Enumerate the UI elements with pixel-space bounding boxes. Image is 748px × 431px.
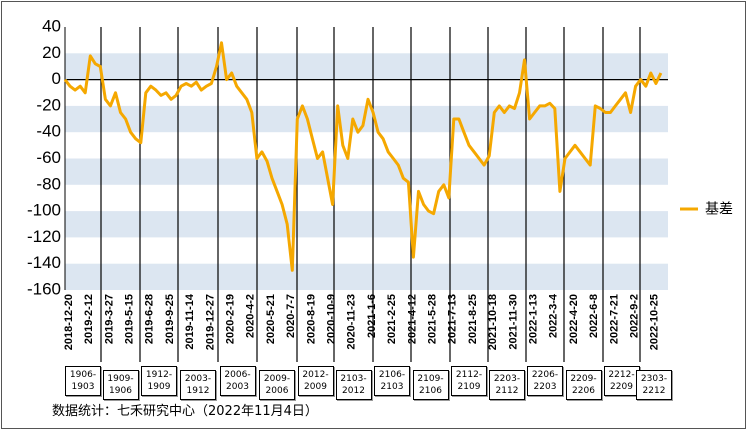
x-tick-label: 2020-4-2: [245, 294, 257, 338]
contract-label: 2106-2103: [374, 366, 410, 396]
contract-label: 1909-1906: [102, 370, 139, 400]
line-series: [63, 41, 663, 272]
x-tick-label: 2020-2-19: [225, 294, 237, 344]
y-tick-label: -60: [36, 148, 61, 167]
contract-label: 2303-2212: [636, 370, 672, 400]
x-tick-label: 2021-7-13: [447, 294, 459, 344]
y-tick-label: -140: [27, 253, 61, 272]
x-tick-label: 2021-4-12: [406, 294, 418, 344]
contract-label: 1912-1909: [141, 366, 177, 396]
x-tick-label: 2019-2-12: [83, 294, 95, 344]
y-tick-label: -20: [36, 95, 61, 114]
contract-label: 2112-2109: [451, 366, 487, 396]
contract-label: 2006-2003: [219, 366, 256, 396]
x-tick-label: 2021-2-25: [386, 294, 398, 344]
grid-band: [65, 211, 668, 238]
x-tick-label: 2020-7-7: [285, 294, 297, 338]
contract-label: 2003-1912: [180, 370, 216, 400]
x-tick-label: 2020-5-21: [265, 294, 277, 344]
x-tick-label: 2020-8-19: [305, 294, 317, 344]
y-tick-label: -160: [27, 279, 61, 298]
x-tick-label: 2022-7-21: [608, 294, 620, 344]
x-tick-label: 2022-4-20: [568, 294, 580, 344]
x-tick-label: 2019-6-28: [144, 294, 156, 344]
source-note: 数据统计：七禾研究中心（2022年11月4日）: [52, 404, 318, 419]
y-tick-label: 20: [42, 43, 61, 62]
x-tick-label: 2019-5-15: [124, 294, 136, 344]
contract-label: 2103-2012: [335, 370, 372, 400]
grid-band: [65, 53, 668, 80]
contract-label: 2009-2006: [259, 370, 295, 400]
x-tick-label: 2022-3-4: [548, 293, 560, 338]
contract-label: 1906-1903: [65, 366, 101, 396]
x-tick-label: 2019-9-25: [164, 294, 176, 344]
contract-label: 2212-2209: [603, 366, 640, 396]
contract-label: 2209-2206: [565, 370, 602, 400]
x-tick-label: 2021-11-30: [507, 294, 519, 350]
y-tick-label: -100: [27, 201, 61, 220]
x-tick-label: 2019-3-27: [103, 294, 115, 344]
x-tick-label: 2022-9-2: [629, 294, 641, 338]
y-tick-label: 40: [42, 16, 61, 35]
contract-label: 2012-2009: [297, 366, 334, 396]
x-tick-label: 2021-5-28: [427, 294, 439, 344]
x-tick-label: 2021-8-25: [467, 294, 479, 344]
x-tick-label: 2019-11-14: [184, 293, 196, 350]
contract-label: 2206-2203: [527, 366, 563, 396]
x-tick-label: 2022-1-13: [528, 294, 540, 344]
legend-label: 基差: [705, 201, 733, 217]
x-tick-label: 2020-10-9: [326, 294, 338, 344]
x-tick-label: 2022-6-8: [588, 294, 600, 338]
grid-band: [65, 158, 668, 185]
y-tick-label: 0: [52, 69, 61, 88]
y-tick-label: -80: [36, 174, 61, 193]
contract-label: 2203-2112: [489, 370, 525, 400]
grid-band: [65, 263, 668, 290]
contract-label: 2109-2106: [412, 370, 449, 400]
x-tick-label: 2019-12-27: [204, 294, 216, 350]
y-tick-label: -40: [36, 122, 61, 141]
x-tick-label: 2020-11-23: [346, 294, 358, 350]
x-tick-label: 2018-12-20: [63, 294, 75, 350]
y-tick-label: -120: [27, 227, 61, 246]
x-tick-label: 2021-1-6: [366, 294, 378, 338]
x-tick-label: 2022-10-25: [649, 294, 661, 350]
x-tick-label: 2021-10-18: [487, 294, 499, 350]
